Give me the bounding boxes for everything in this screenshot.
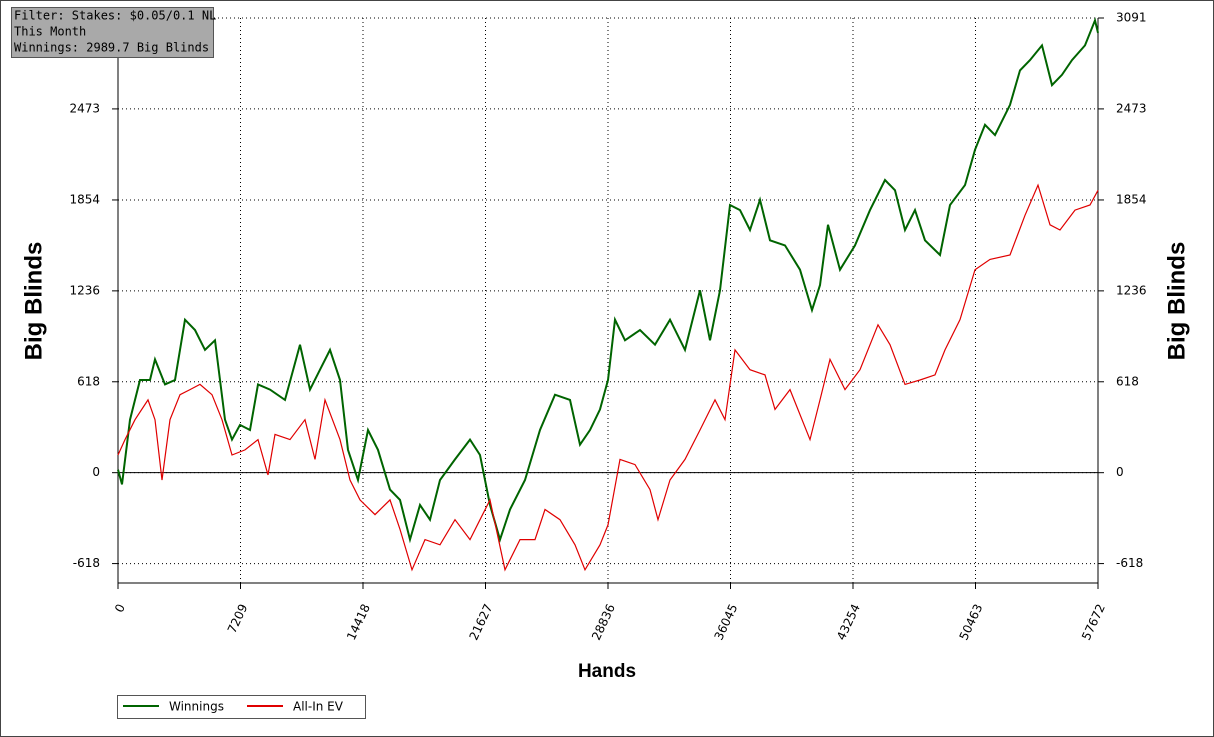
legend-label: All-In EV (293, 700, 344, 714)
series-line (117, 183, 1099, 572)
y2-tick-label: 1854 (1116, 192, 1147, 206)
legend-label: Winnings (169, 700, 224, 714)
y2-tick-label: 2473 (1116, 101, 1147, 115)
series-line (117, 17, 1099, 544)
y-axis-label: Big Blinds (20, 242, 47, 361)
filter-box (11, 7, 214, 58)
y-tick-label: 618 (77, 374, 100, 388)
y-tick-label: 1854 (69, 192, 100, 206)
filter-text: This Month (14, 25, 86, 39)
y2-tick-label: 1236 (1116, 283, 1147, 297)
y2-tick-label: 0 (1116, 465, 1124, 479)
y-tick-label: 2473 (69, 101, 100, 115)
filter-text: Winnings: 2989.7 Big Blinds (14, 41, 209, 55)
y-tick-label: 1236 (69, 283, 100, 297)
y-tick-label: 0 (92, 465, 100, 479)
y2-tick-label: 3091 (1116, 11, 1147, 25)
y2-tick-label: 618 (1116, 374, 1139, 388)
legend (117, 695, 366, 719)
y-tick-label: -618 (73, 556, 100, 570)
plot-area (118, 18, 1098, 583)
x-axis-label: Hands (578, 661, 636, 682)
y2-tick-label: -618 (1116, 556, 1143, 570)
y2-axis-label: Big Blinds (1163, 242, 1190, 361)
filter-text: Filter: Stakes: $0.05/0.1 NL (14, 9, 216, 23)
